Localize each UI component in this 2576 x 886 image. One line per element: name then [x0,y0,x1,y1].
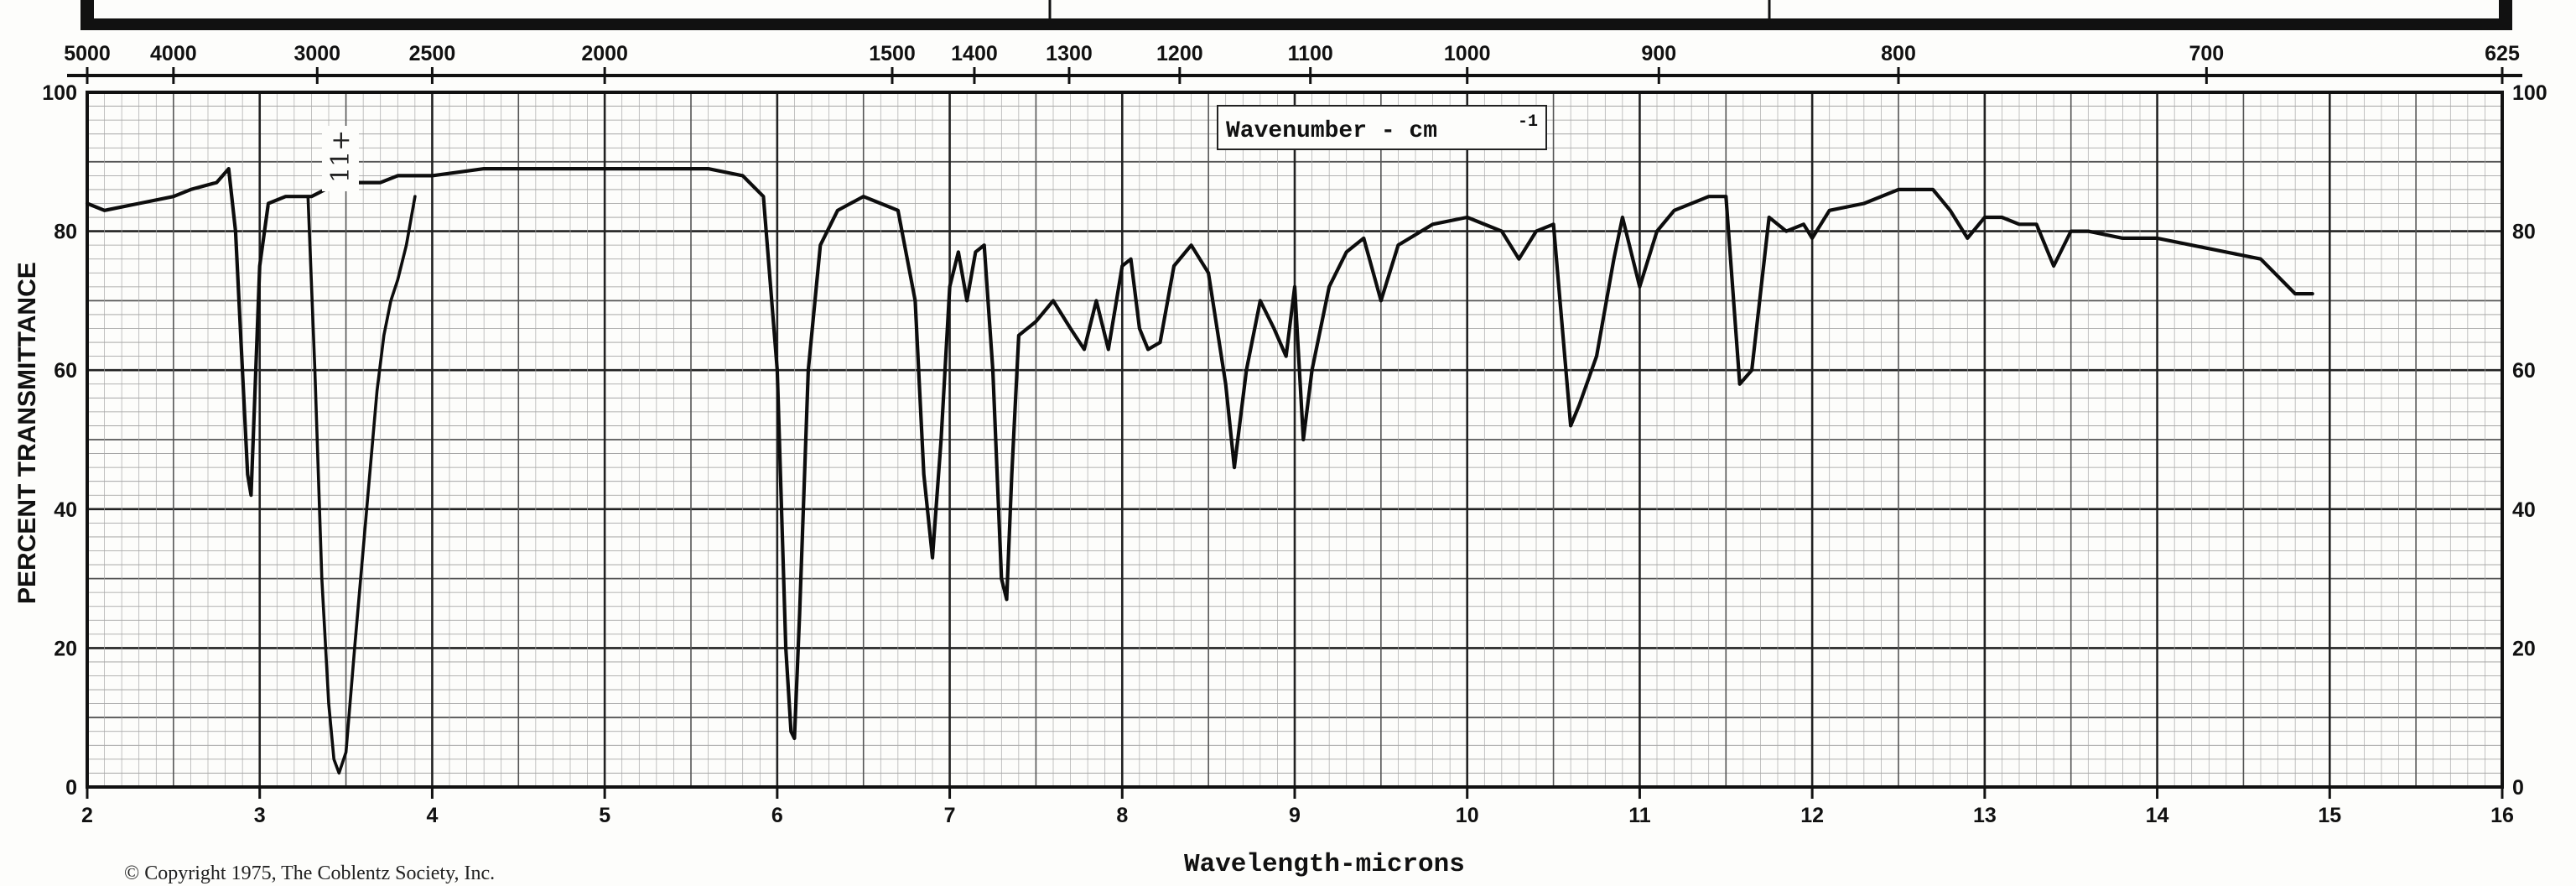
x-tick-label: 10 [1456,804,1479,827]
chart-grid [86,91,2504,789]
wavenumber-tick-label: 625 [2485,42,2520,65]
x-tick-label: 12 [1800,804,1824,827]
y-tick-label-right: 80 [2512,221,2536,244]
wavenumber-tick-label: 3000 [293,42,340,65]
wavenumber-tick-label: 900 [1641,42,1676,65]
wavenumber-tick-label: 5000 [64,42,111,65]
x-tick-label: 13 [1973,804,1997,827]
wavenumber-tick-label: 2500 [409,42,456,65]
x-tick-label: 6 [771,804,783,827]
y-tick-label-right: 40 [2512,498,2536,522]
y-tick-label-right: 100 [2512,81,2547,105]
x-axis-label: Wavelength-microns [1184,850,1465,879]
x-tick-label: 4 [426,804,438,827]
spectrum-trace-overlay [306,195,417,775]
x-tick-label: 11 [1628,804,1651,827]
wavenumber-tick-label: 1100 [1288,42,1333,65]
handwritten-note: 11+ [326,130,356,183]
top-border-inner [94,0,2499,18]
top-label: Wavenumber - cm [1226,118,1437,144]
x-tick-label: 15 [2318,804,2341,827]
x-tick-label: 8 [1116,804,1128,827]
y-tick-label-left: 40 [54,498,77,522]
axis-ticks: 2 3 4 5 6 7 8 9 10 11 12 13 14 15 16 0 0 20 20 40 40 60 60 80 80… [42,42,2547,827]
y-axis-label: PERCENT TRANSMITTANCE [13,262,41,604]
y-tick-label-left: 0 [65,776,77,800]
x-tick-label: 2 [81,804,93,827]
y-tick-label-right: 60 [2512,359,2536,383]
wavenumber-tick-label: 800 [1881,42,1916,65]
x-tick-label: 5 [599,804,610,827]
top-label-superscript: -1 [1518,112,1538,132]
wavenumber-tick-label: 700 [2189,42,2224,65]
wavenumber-tick-label: 4000 [150,42,197,65]
wavenumber-tick-label: 1200 [1156,42,1203,65]
y-tick-label-left: 80 [54,221,77,244]
wavenumber-tick-label: 1400 [951,42,998,65]
spectrum-trace-main [85,167,2314,741]
y-tick-label-left: 100 [42,81,77,105]
copyright-notice: © Copyright 1975, The Coblentz Society, … [124,863,495,884]
y-tick-label-left: 60 [54,359,77,383]
wavenumber-tick-label: 1000 [1444,42,1491,65]
handwritten-note-box [322,126,359,191]
y-tick-label-left: 20 [54,637,77,660]
y-tick-label-right: 20 [2512,637,2536,660]
x-tick-label: 7 [944,804,956,827]
wavenumber-tick-label: 2000 [581,42,628,65]
wavenumber-tick-label: 1300 [1046,42,1093,65]
spectrum-series [85,167,2314,775]
x-tick-label: 3 [254,804,266,827]
y-tick-label-right: 0 [2512,776,2524,800]
x-tick-label: 14 [2146,804,2169,827]
x-tick-label: 16 [2490,804,2514,827]
x-tick-label: 9 [1289,804,1301,827]
wavenumber-tick-label: 1500 [869,42,916,65]
top-label-box [1217,105,1547,150]
